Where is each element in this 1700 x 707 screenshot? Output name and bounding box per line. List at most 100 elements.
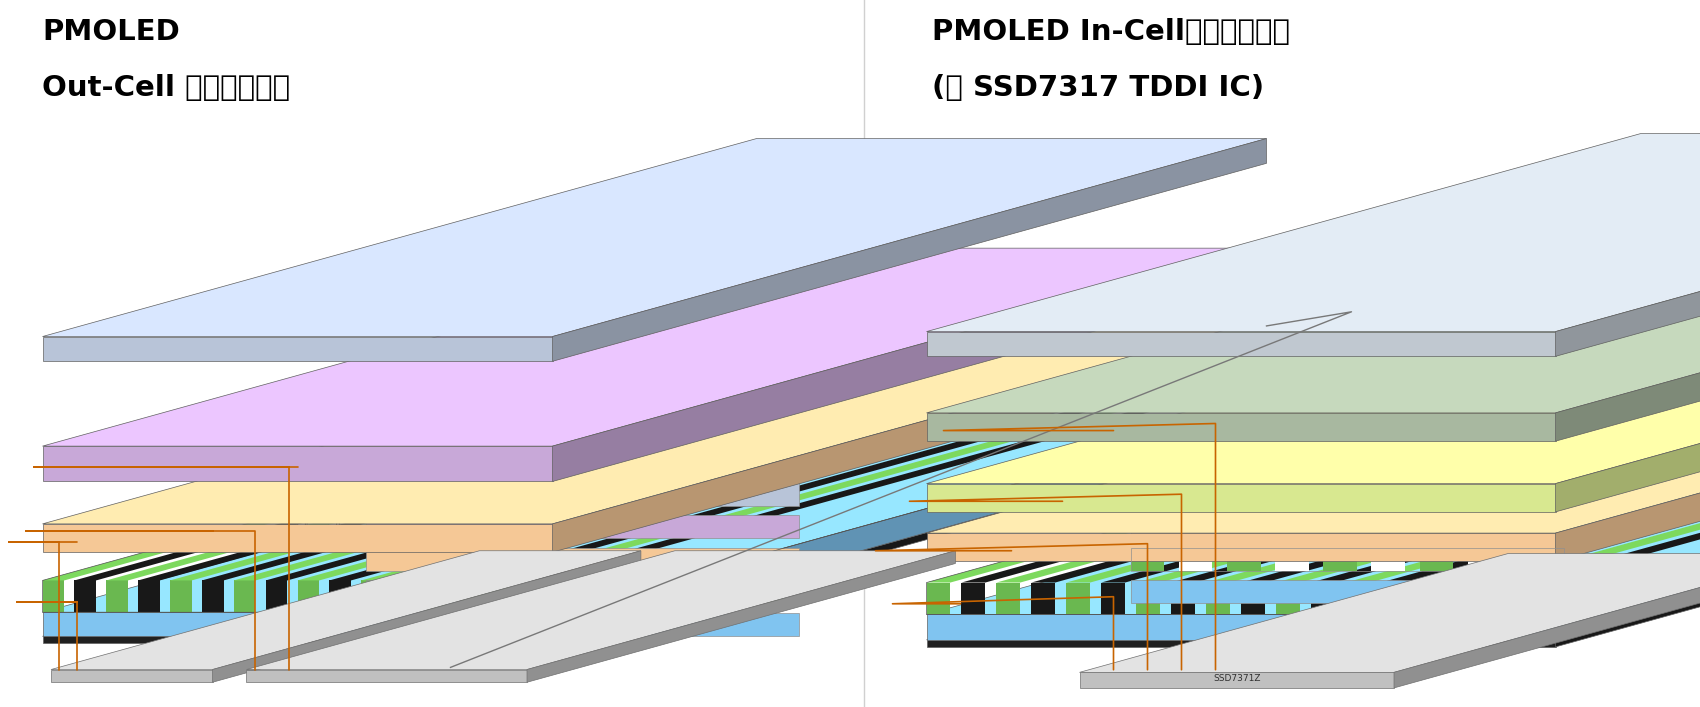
Polygon shape xyxy=(1080,554,1700,672)
Bar xyxy=(1323,548,1357,571)
Polygon shape xyxy=(1486,583,1510,614)
Polygon shape xyxy=(1032,583,1056,614)
Polygon shape xyxy=(1102,583,1125,614)
Bar xyxy=(366,580,799,603)
Polygon shape xyxy=(1241,385,1700,583)
Polygon shape xyxy=(202,382,937,580)
Bar xyxy=(462,580,495,603)
Bar xyxy=(1275,548,1309,571)
Polygon shape xyxy=(42,524,552,552)
Polygon shape xyxy=(1171,385,1700,583)
Polygon shape xyxy=(1556,442,1700,647)
Polygon shape xyxy=(246,670,527,682)
Polygon shape xyxy=(1520,583,1544,614)
Polygon shape xyxy=(962,583,986,614)
Polygon shape xyxy=(1205,385,1700,583)
Text: SEG層: SEG層 xyxy=(301,550,348,568)
Polygon shape xyxy=(42,612,552,636)
Bar xyxy=(1420,548,1454,571)
Bar xyxy=(1130,580,1564,603)
Polygon shape xyxy=(1277,385,1700,583)
Polygon shape xyxy=(42,337,552,361)
Bar xyxy=(1130,548,1164,571)
Polygon shape xyxy=(298,382,1034,580)
Polygon shape xyxy=(233,580,255,612)
Polygon shape xyxy=(1416,385,1700,583)
Polygon shape xyxy=(927,335,1700,533)
Polygon shape xyxy=(552,326,1266,552)
Text: Out-Cell 觸控模組架構: Out-Cell 觸控模組架構 xyxy=(42,74,291,103)
Polygon shape xyxy=(425,382,1161,580)
Polygon shape xyxy=(42,248,1266,446)
Polygon shape xyxy=(527,551,955,682)
Polygon shape xyxy=(1556,416,1700,640)
Polygon shape xyxy=(1171,583,1195,614)
Polygon shape xyxy=(1136,583,1159,614)
Text: PMOLED: PMOLED xyxy=(42,18,180,46)
Polygon shape xyxy=(927,134,1700,332)
Polygon shape xyxy=(1450,385,1700,583)
Polygon shape xyxy=(1556,134,1700,356)
Polygon shape xyxy=(552,438,1266,643)
Text: SSD7371Z: SSD7371Z xyxy=(1214,674,1260,683)
Polygon shape xyxy=(1520,385,1700,583)
Bar xyxy=(1516,548,1550,571)
Polygon shape xyxy=(552,414,1266,636)
Bar xyxy=(654,580,688,603)
Polygon shape xyxy=(490,580,510,612)
Text: PMOLED In-Cell觸控模組架構: PMOLED In-Cell觸控模組架構 xyxy=(932,18,1290,46)
Text: 底層玻璃: 底層玻璃 xyxy=(306,615,348,633)
Bar xyxy=(1372,548,1404,571)
Polygon shape xyxy=(330,382,1064,580)
Bar xyxy=(558,580,592,603)
Polygon shape xyxy=(1450,583,1474,614)
Polygon shape xyxy=(996,385,1700,583)
Polygon shape xyxy=(552,248,1266,481)
Polygon shape xyxy=(962,385,1700,583)
Polygon shape xyxy=(75,382,809,580)
Polygon shape xyxy=(1556,215,1700,441)
Bar xyxy=(366,548,799,571)
Polygon shape xyxy=(42,636,552,643)
Polygon shape xyxy=(298,580,320,612)
Polygon shape xyxy=(425,580,447,612)
Bar xyxy=(1130,483,1564,506)
Bar xyxy=(366,580,400,603)
Polygon shape xyxy=(138,580,160,612)
Polygon shape xyxy=(246,551,955,670)
Bar xyxy=(510,580,544,603)
Bar xyxy=(751,580,784,603)
Text: 頂層玻璃: 頂層玻璃 xyxy=(306,485,348,503)
Polygon shape xyxy=(927,484,1556,512)
Polygon shape xyxy=(105,580,128,612)
Polygon shape xyxy=(1277,583,1300,614)
Polygon shape xyxy=(360,580,382,612)
Polygon shape xyxy=(457,382,1192,580)
Polygon shape xyxy=(1066,385,1700,583)
Text: 底層玻璃: 底層玻璃 xyxy=(1581,583,1623,601)
Polygon shape xyxy=(927,416,1700,614)
Polygon shape xyxy=(1032,385,1700,583)
Bar xyxy=(413,580,447,603)
Polygon shape xyxy=(490,382,1224,580)
Polygon shape xyxy=(51,670,212,682)
Polygon shape xyxy=(202,580,224,612)
Polygon shape xyxy=(1416,583,1440,614)
Polygon shape xyxy=(265,580,287,612)
Polygon shape xyxy=(1380,583,1404,614)
Bar xyxy=(366,515,799,538)
Polygon shape xyxy=(927,413,1556,441)
Polygon shape xyxy=(393,382,1129,580)
Polygon shape xyxy=(42,139,1266,337)
Polygon shape xyxy=(330,580,350,612)
Polygon shape xyxy=(42,382,779,580)
Polygon shape xyxy=(1556,286,1700,512)
Polygon shape xyxy=(1346,385,1700,583)
Text: SEG層: SEG層 xyxy=(1581,518,1629,536)
Polygon shape xyxy=(1346,583,1370,614)
Bar xyxy=(1178,548,1212,571)
Polygon shape xyxy=(393,580,415,612)
Bar xyxy=(1130,548,1564,571)
Polygon shape xyxy=(170,382,906,580)
Polygon shape xyxy=(1205,583,1229,614)
